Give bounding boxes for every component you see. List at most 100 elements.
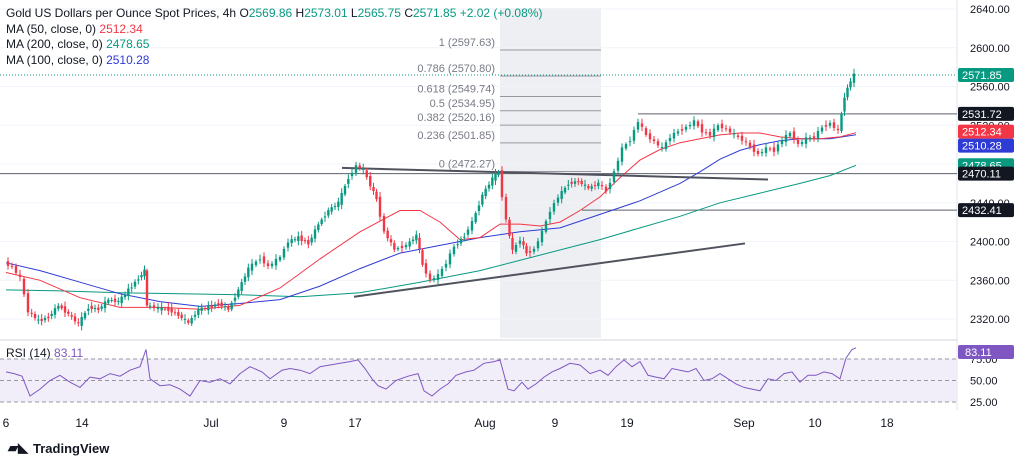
- tradingview-brand[interactable]: ▰◣ TradingView: [8, 440, 109, 456]
- price-axis-labels: 2571.852531.722512.342510.282478.652470.…: [958, 68, 1014, 218]
- candle-body: [624, 144, 628, 149]
- candle-body: [748, 142, 752, 147]
- candle-body: [282, 248, 286, 258]
- candle-body: [67, 311, 70, 314]
- candle-body: [317, 224, 320, 230]
- candle-body: [223, 306, 227, 308]
- candle-body: [418, 237, 421, 249]
- candle-body: [53, 308, 57, 315]
- ohlc-value-c: 2571.85: [412, 6, 457, 20]
- candle-body: [43, 318, 47, 321]
- candle-body: [227, 306, 230, 310]
- candle-body: [560, 191, 563, 200]
- candle-body: [247, 267, 250, 278]
- candle-body: [459, 238, 463, 244]
- price-candles: [6, 68, 856, 331]
- candle-body: [552, 203, 556, 212]
- candle-body: [680, 128, 684, 131]
- candle-body: [300, 235, 303, 241]
- candle-body: [408, 241, 411, 247]
- x-tick-label: Jul: [203, 416, 218, 430]
- candle-body: [254, 261, 258, 266]
- candle-body: [354, 165, 358, 173]
- candle-body: [87, 308, 90, 311]
- candle-body: [372, 186, 375, 192]
- fibonacci-retracement: 1 (2597.63) 0.786 (2570.80) 0.618 (2549.74…: [417, 37, 601, 172]
- candle-body: [532, 248, 536, 252]
- candle-body: [620, 147, 624, 162]
- candle-body: [26, 293, 30, 313]
- candle-body: [792, 131, 796, 140]
- candle-body: [828, 122, 832, 126]
- ohlc-value-l: 2565.75: [357, 6, 401, 20]
- candle-body: [700, 124, 704, 133]
- candle-body: [668, 137, 672, 142]
- fib-level-label: 1 (2597.63): [439, 37, 495, 49]
- candle-body: [365, 170, 368, 178]
- candle-body: [536, 241, 540, 249]
- candle-body: [508, 219, 511, 237]
- candle-body: [50, 313, 53, 317]
- rsi-tick-label: 50.00: [970, 376, 998, 388]
- candle-body: [832, 122, 836, 128]
- symbol-row: Gold US Dollars per Ounce Spot Prices, 4…: [6, 6, 542, 22]
- candle-body: [145, 270, 149, 306]
- price-label-badge: [958, 106, 1014, 121]
- price-label-badge: [958, 203, 1014, 218]
- candle-body: [393, 242, 396, 250]
- candle-body: [676, 131, 680, 134]
- candle-body: [163, 308, 167, 310]
- candle-body: [640, 123, 644, 127]
- candle-body: [156, 307, 160, 309]
- candle-body: [137, 279, 140, 281]
- rsi-value-badge: [958, 345, 1014, 360]
- candle-body: [33, 313, 37, 319]
- candle-body: [804, 137, 808, 144]
- candle-body: [500, 170, 504, 198]
- candle-body: [740, 135, 744, 141]
- ma100-value: 2510.28: [106, 52, 150, 67]
- candle-body: [200, 307, 203, 311]
- candle-body: [123, 294, 127, 298]
- candle-body: [849, 81, 852, 88]
- candle-body: [350, 172, 354, 176]
- price-label-text: 2512.34: [962, 127, 1002, 139]
- y-tick-label: 2560.00: [970, 82, 1010, 94]
- candle-body: [481, 194, 484, 205]
- candle-body: [167, 306, 170, 311]
- candle-body: [362, 168, 365, 170]
- candle-body: [456, 244, 459, 246]
- candle-body: [604, 186, 608, 192]
- candle-body: [160, 307, 163, 311]
- candle-body: [369, 175, 372, 187]
- price-label-text: 2531.72: [962, 109, 1002, 121]
- candle-body: [772, 147, 776, 152]
- candle-body: [80, 316, 83, 326]
- candle-body: [411, 239, 415, 242]
- candle-body: [258, 259, 262, 261]
- y-tick-label: 2360.00: [970, 275, 1010, 287]
- candle-body: [14, 266, 18, 273]
- candle-body: [812, 136, 816, 138]
- candle-body: [477, 205, 481, 211]
- candle-body: [800, 142, 804, 145]
- candle-body: [522, 241, 525, 246]
- tradingview-logo-icon: ▰◣: [8, 440, 28, 455]
- candle-body: [143, 269, 146, 277]
- fib-level-label: 0.5 (2534.95): [430, 98, 495, 110]
- x-tick-label: 6: [3, 416, 10, 430]
- candle-body: [47, 316, 50, 319]
- price-label-badge: [958, 68, 1014, 83]
- candle-body: [278, 257, 282, 261]
- candle-body: [544, 221, 548, 232]
- candle-body: [290, 239, 293, 244]
- candle-body: [816, 130, 820, 139]
- candle-body: [448, 253, 452, 265]
- candle-body: [518, 240, 522, 244]
- candle-body: [389, 239, 393, 243]
- ma50-label: MA (50, close, 0): [6, 21, 97, 36]
- candle-body: [497, 171, 500, 176]
- rsi-legend: RSI (14) 83.11: [6, 346, 83, 360]
